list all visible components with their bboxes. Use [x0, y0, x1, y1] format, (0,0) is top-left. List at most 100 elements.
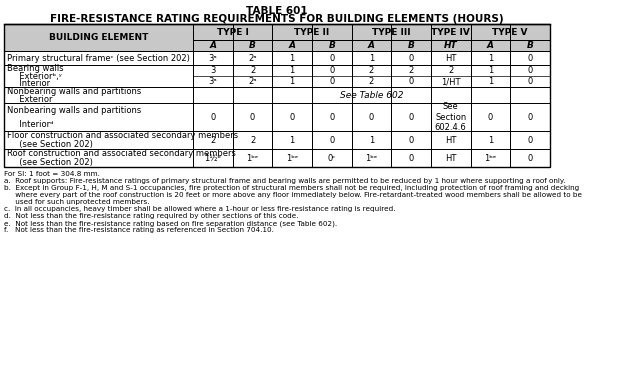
Bar	[470, 131, 510, 149]
Text: TYPE III: TYPE III	[372, 28, 411, 37]
Text: TYPE V: TYPE V	[492, 28, 528, 37]
Text: 2: 2	[369, 66, 374, 75]
Text: Bearing walls: Bearing walls	[7, 64, 63, 73]
Text: 0: 0	[329, 66, 335, 75]
Text: TYPE II: TYPE II	[294, 28, 330, 37]
Bar	[312, 103, 351, 131]
Bar	[312, 131, 351, 149]
Text: B: B	[527, 41, 533, 50]
Bar	[391, 131, 431, 149]
Text: 0: 0	[329, 135, 335, 144]
Text: Interiorᵈ: Interiorᵈ	[14, 119, 53, 128]
Bar	[510, 51, 550, 65]
Bar	[273, 103, 312, 131]
Text: 0: 0	[369, 112, 374, 121]
Bar	[351, 149, 391, 167]
Text: 0: 0	[527, 135, 532, 144]
Bar	[193, 40, 233, 51]
Bar	[4, 87, 193, 103]
Bar	[273, 24, 351, 40]
Text: Exteriorᵇ,ʸ: Exteriorᵇ,ʸ	[14, 72, 61, 81]
Text: 0: 0	[329, 112, 335, 121]
Text: 0: 0	[527, 154, 532, 163]
Text: where every part of the roof construction is 20 feet or more above any floor imm: where every part of the roof constructio…	[4, 192, 582, 198]
Bar	[510, 149, 550, 167]
Text: 3ᵃ: 3ᵃ	[209, 77, 217, 86]
Bar	[273, 131, 312, 149]
Bar	[510, 40, 550, 51]
Bar	[273, 65, 312, 87]
Text: A: A	[368, 41, 375, 50]
Text: HT: HT	[445, 54, 456, 63]
Text: 2ᵃ: 2ᵃ	[248, 54, 257, 63]
Bar	[470, 65, 510, 87]
Bar	[233, 103, 273, 131]
Text: For SI: 1 foot = 304.8 mm.: For SI: 1 foot = 304.8 mm.	[4, 171, 100, 177]
Text: (see Section 202): (see Section 202)	[14, 158, 93, 167]
Text: BUILDING ELEMENT: BUILDING ELEMENT	[49, 33, 148, 42]
Text: 1: 1	[289, 66, 295, 75]
Bar	[351, 51, 391, 65]
Text: 2: 2	[369, 77, 374, 86]
Text: Nonbearing walls and partitions: Nonbearing walls and partitions	[7, 105, 141, 114]
Bar	[470, 51, 510, 65]
Text: HT: HT	[445, 154, 456, 163]
Text: 2: 2	[448, 66, 453, 75]
Text: 0: 0	[329, 54, 335, 63]
Text: 1ᵇᵉ: 1ᵇᵉ	[246, 154, 259, 163]
Text: 0: 0	[527, 77, 532, 86]
Bar	[431, 103, 470, 131]
Text: d.  Not less than the fire-resistance rating required by other sections of this : d. Not less than the fire-resistance rat…	[4, 213, 299, 219]
Text: A: A	[487, 41, 494, 50]
Text: TYPE IV: TYPE IV	[431, 28, 470, 37]
Bar	[510, 131, 550, 149]
Text: TABLE 601: TABLE 601	[246, 6, 308, 16]
Bar	[4, 24, 550, 167]
Bar	[4, 24, 193, 51]
Bar	[351, 40, 391, 51]
Text: 1ᵇᵉ: 1ᵇᵉ	[365, 154, 378, 163]
Bar	[193, 103, 233, 131]
Text: Interior: Interior	[14, 79, 50, 88]
Bar	[510, 103, 550, 131]
Text: HT: HT	[445, 135, 456, 144]
Bar	[351, 24, 431, 40]
Text: 3: 3	[210, 66, 216, 75]
Text: 1: 1	[369, 135, 374, 144]
Text: 0: 0	[527, 66, 532, 75]
Text: FIRE-RESISTANCE RATING REQUIREMENTS FOR BUILDING ELEMENTS (HOURS): FIRE-RESISTANCE RATING REQUIREMENTS FOR …	[51, 14, 504, 24]
Text: b.  Except in Group F-1, H, M and S-1 occupancies, fire protection of structural: b. Except in Group F-1, H, M and S-1 occ…	[4, 185, 580, 191]
Bar	[193, 51, 233, 65]
Bar	[312, 149, 351, 167]
Bar	[391, 40, 431, 51]
Text: 0ᶜ: 0ᶜ	[328, 154, 336, 163]
Text: 1: 1	[488, 135, 493, 144]
Text: 2ᵃ: 2ᵃ	[248, 77, 257, 86]
Bar	[4, 103, 193, 131]
Text: A: A	[209, 41, 216, 50]
Text: 1: 1	[488, 54, 493, 63]
Text: TYPE I: TYPE I	[217, 28, 249, 37]
Bar	[470, 103, 510, 131]
Text: 0: 0	[527, 112, 532, 121]
Bar	[273, 149, 312, 167]
Text: 0: 0	[408, 135, 413, 144]
Bar	[4, 51, 193, 65]
Bar	[193, 65, 233, 87]
Bar	[273, 40, 312, 51]
Bar	[193, 24, 273, 40]
Bar	[233, 65, 273, 87]
Text: 1: 1	[289, 77, 295, 86]
Text: 0: 0	[329, 77, 335, 86]
Bar	[431, 131, 470, 149]
Bar	[391, 103, 431, 131]
Bar	[273, 51, 312, 65]
Bar	[233, 149, 273, 167]
Bar	[431, 40, 470, 51]
Bar	[351, 131, 391, 149]
Bar	[4, 131, 193, 149]
Text: 2: 2	[408, 66, 413, 75]
Text: 0: 0	[527, 54, 532, 63]
Text: 2: 2	[211, 135, 216, 144]
Text: Floor construction and associated secondary members: Floor construction and associated second…	[7, 131, 238, 140]
